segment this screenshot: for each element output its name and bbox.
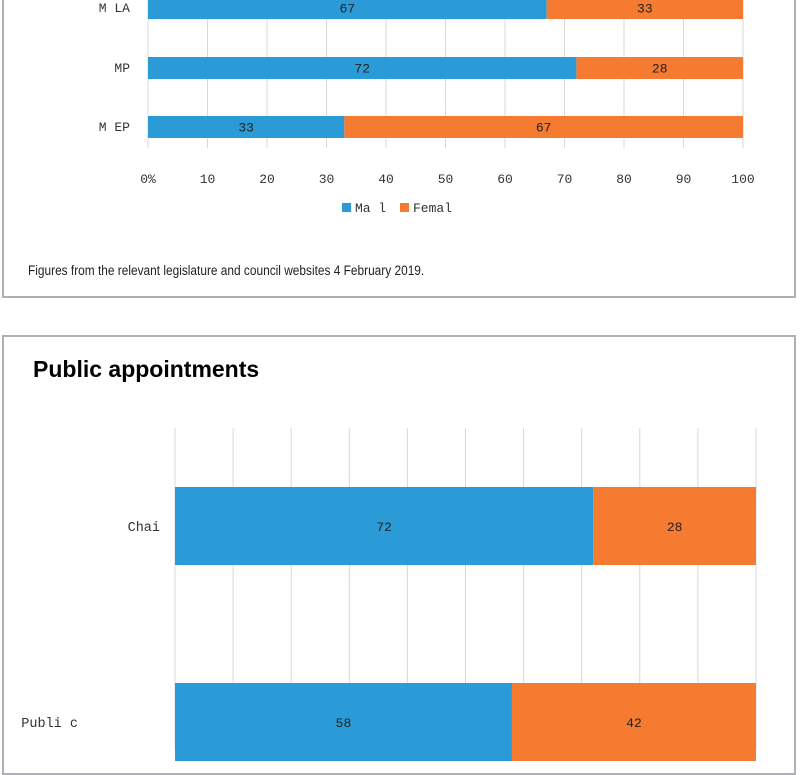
x-tick-label: 20 [259, 172, 275, 187]
data-label: 33 [637, 2, 653, 17]
data-label: 67 [340, 2, 356, 17]
bar-segment [593, 487, 756, 565]
bar-segment [175, 487, 594, 565]
category-label: MP [114, 61, 130, 76]
x-tick-label: 30 [319, 172, 335, 187]
bar-segment [546, 0, 743, 19]
category-label: M EP [99, 120, 130, 135]
category-label: M LA [99, 1, 130, 16]
bar-segment [576, 57, 743, 79]
x-tick-label: 100 [731, 172, 754, 187]
x-tick-label: 70 [557, 172, 573, 187]
data-label: 67 [536, 121, 552, 136]
chart-elected-representatives: M LA 67 33 MP 72 28 M EP 33 67 0% 10 20 30 40 50 60 70 80… [99, 0, 755, 216]
data-label: 28 [652, 62, 668, 77]
x-tick-label: 60 [497, 172, 513, 187]
bar-segment [344, 116, 743, 138]
legend-label-female: Femal [413, 201, 452, 216]
bar-segment [511, 683, 756, 761]
x-tick-label: 90 [676, 172, 692, 187]
bar-segment [175, 683, 512, 761]
x-tick-label: 10 [200, 172, 216, 187]
legend-label-male: Ma l [355, 201, 386, 216]
legend-swatch-female [400, 203, 409, 212]
bar-segment [148, 57, 577, 79]
data-label: 72 [354, 62, 370, 77]
x-tick-label: 50 [438, 172, 454, 187]
legend-swatch-male [342, 203, 351, 212]
bar-segment [148, 0, 547, 19]
data-label: 72 [376, 520, 392, 535]
top-chart-panel [2, 0, 796, 298]
data-label: 58 [336, 716, 352, 731]
data-label: 28 [667, 520, 683, 535]
bar-segment [148, 116, 345, 138]
category-label: Chai [128, 521, 160, 536]
source-note: Figures from the relevant legislature an… [28, 263, 425, 278]
category-label: Publi c [21, 717, 78, 732]
data-label: 42 [626, 716, 642, 731]
data-label: 33 [238, 121, 254, 136]
x-tick-label: 0% [140, 172, 156, 187]
x-tick-label: 80 [616, 172, 632, 187]
x-tick-label: 40 [378, 172, 394, 187]
chart-title-public-appointments: Public appointments [33, 356, 260, 382]
chart-public-appointments: Chai 72 28 Publi c 58 42 [21, 428, 757, 761]
